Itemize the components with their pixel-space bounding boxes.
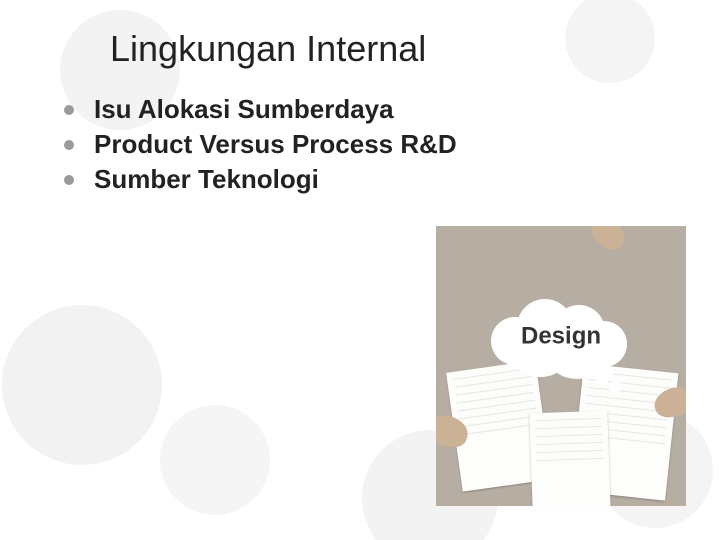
bullet-item: Isu Alokasi Sumberdaya — [58, 94, 680, 125]
bullet-list: Isu Alokasi Sumberdaya Product Versus Pr… — [58, 94, 680, 195]
bullet-item: Product Versus Process R&D — [58, 129, 680, 160]
bullet-item: Sumber Teknologi — [58, 164, 680, 195]
design-image: Design — [436, 226, 686, 506]
design-callout: Design — [491, 299, 631, 377]
sketch-paper — [529, 411, 610, 506]
slide: Lingkungan Internal Isu Alokasi Sumberda… — [0, 0, 720, 540]
thought-bubble-icon: Design — [491, 299, 631, 377]
bullet-text: Product Versus Process R&D — [94, 129, 457, 159]
bullet-text: Isu Alokasi Sumberdaya — [94, 94, 394, 124]
bullet-text: Sumber Teknologi — [94, 164, 319, 194]
callout-label: Design — [521, 323, 601, 351]
slide-title: Lingkungan Internal — [110, 28, 680, 70]
